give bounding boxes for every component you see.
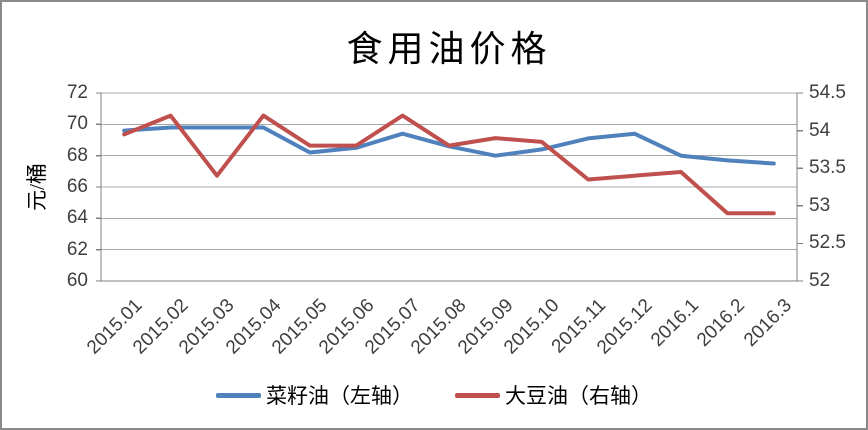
y-right-tick-label: 53 <box>809 194 831 216</box>
y-right-tick-label: 52.5 <box>809 232 846 254</box>
y-left-tick-label: 62 <box>66 238 88 260</box>
y-right-tick-label: 54 <box>809 119 831 141</box>
y-right-tick-label: 54.5 <box>809 82 846 103</box>
legend-item-rapeseed: 菜籽油（左轴） <box>216 380 413 410</box>
legend-label-rapeseed: 菜籽油（左轴） <box>266 384 413 408</box>
y-left-tick-label: 72 <box>66 82 88 103</box>
soybean-line-series <box>122 113 776 216</box>
y-left-tick-label: 64 <box>66 207 88 229</box>
y-left-tick-label: 60 <box>66 270 88 291</box>
y-right-tick-label: 53.5 <box>809 157 846 179</box>
legend-label-soybean: 大豆油（右轴） <box>505 384 652 408</box>
legend: 菜籽油（左轴） 大豆油（右轴） <box>2 380 866 410</box>
y-right-tick-label: 52 <box>809 270 831 291</box>
legend-item-soybean: 大豆油（右轴） <box>455 380 652 410</box>
y-left-tick-label: 68 <box>66 144 88 166</box>
y-left-tick-label: 70 <box>66 113 88 135</box>
legend-line-swatch-rapeseed <box>216 392 261 398</box>
y-left-tick-label: 66 <box>66 176 88 197</box>
legend-line-swatch-soybean <box>455 392 500 398</box>
chart-title: 食用油价格 <box>346 29 552 69</box>
